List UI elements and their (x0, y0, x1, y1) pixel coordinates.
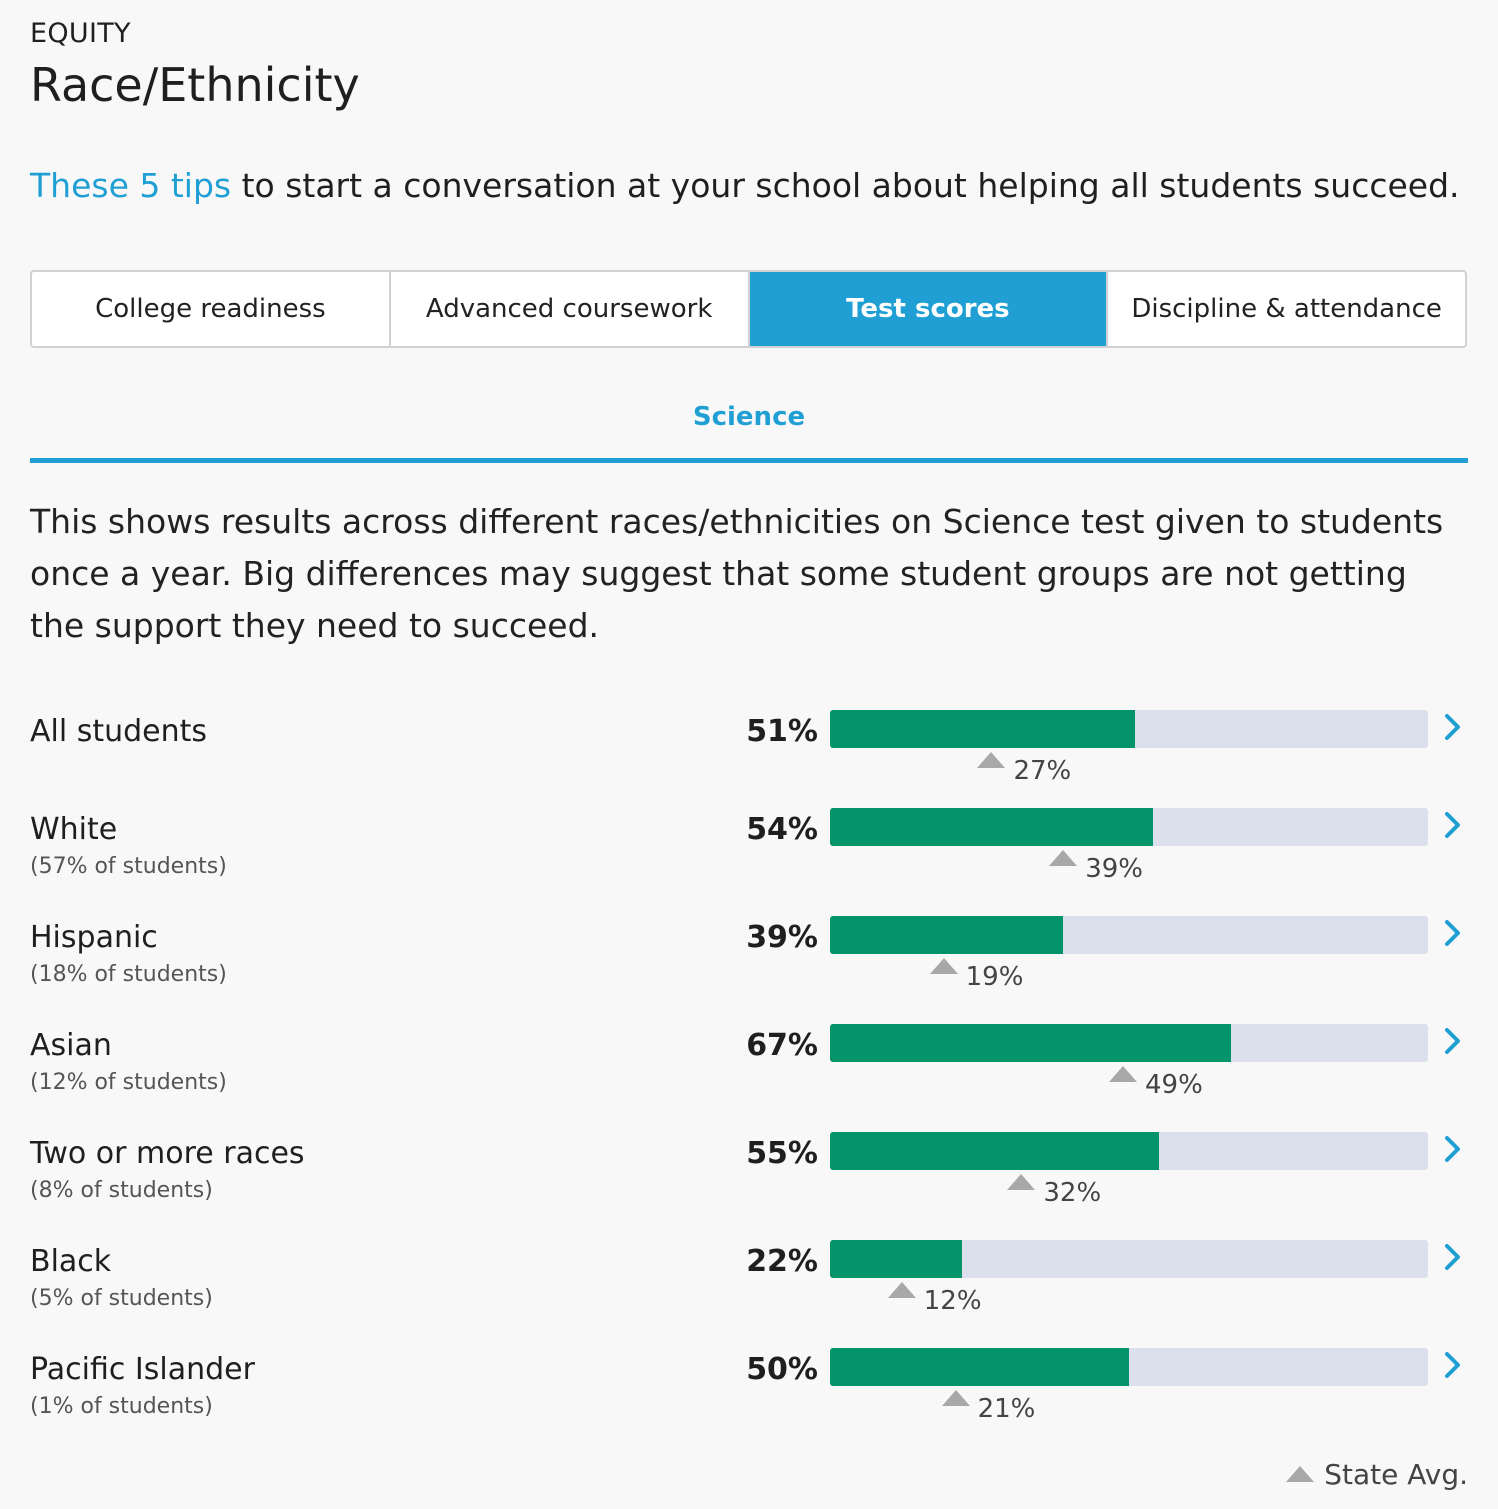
group-score: 67% (746, 1028, 818, 1063)
chevron-right-icon[interactable] (1440, 712, 1466, 742)
group-share: (57% of students) (30, 854, 227, 879)
group-score: 51% (746, 714, 818, 749)
tab-test-scores[interactable]: Test scores (749, 272, 1109, 346)
score-bar-fill (830, 710, 1135, 748)
state-avg-value: 39% (1085, 854, 1144, 884)
triangle-up-icon (977, 752, 1006, 768)
tab-discipline-attendance[interactable]: Discipline & attendance (1131, 294, 1442, 324)
triangle-up-icon (1286, 1466, 1315, 1482)
triangle-up-icon (1007, 1174, 1036, 1190)
score-bar-track (830, 1348, 1428, 1386)
triangle-up-icon (1109, 1066, 1138, 1082)
group-label: White (30, 812, 118, 847)
group-share: (5% of students) (30, 1286, 213, 1311)
score-bar-fill (830, 916, 1064, 954)
score-bar-track (830, 710, 1428, 748)
chevron-right-icon[interactable] (1440, 1134, 1466, 1164)
score-bar-fill (830, 808, 1153, 846)
state-avg-legend: State Avg. (1286, 1458, 1468, 1491)
legend-label: State Avg. (1324, 1458, 1468, 1491)
tips-link[interactable]: These 5 tips (30, 166, 232, 205)
group-score: 39% (746, 920, 818, 955)
score-bar-track (830, 1240, 1428, 1278)
group-label: Two or more races (30, 1136, 305, 1171)
tab-college-readiness[interactable]: College readiness (32, 272, 391, 346)
group-score: 55% (746, 1136, 818, 1171)
chevron-right-icon[interactable] (1440, 810, 1466, 840)
score-bar-fill (830, 1348, 1129, 1386)
state-avg-value: 12% (923, 1286, 982, 1316)
group-share: (8% of students) (30, 1178, 213, 1203)
score-bar-fill (830, 1240, 962, 1278)
group-score: 22% (746, 1244, 818, 1279)
description-text: This shows results across different race… (30, 502, 1444, 645)
triangle-up-icon (929, 958, 958, 974)
group-label: Hispanic (30, 920, 158, 955)
score-bar-fill (830, 1132, 1159, 1170)
group-score: 50% (746, 1352, 818, 1387)
group-label: All students (30, 714, 208, 749)
group-share: (12% of students) (30, 1070, 227, 1095)
chevron-right-icon[interactable] (1440, 1242, 1466, 1272)
score-bar-track (830, 1132, 1428, 1170)
triangle-up-icon (941, 1390, 970, 1406)
chevron-right-icon[interactable] (1440, 918, 1466, 948)
chevron-right-icon[interactable] (1440, 1350, 1466, 1380)
score-bar-track (830, 1024, 1428, 1062)
state-avg-value: 21% (977, 1394, 1036, 1424)
group-share: (1% of students) (30, 1394, 213, 1419)
score-bar-track (830, 916, 1428, 954)
group-score: 54% (746, 812, 818, 847)
group-label: Asian (30, 1028, 112, 1063)
score-bar-track (830, 808, 1428, 846)
tab-bar: College readiness Advanced coursework Te… (30, 270, 1467, 348)
tips-text: These 5 tips to start a conversation at … (30, 166, 1460, 205)
page-title: Race/Ethnicity (30, 58, 360, 112)
triangle-up-icon (1049, 850, 1078, 866)
group-label: Pacific Islander (30, 1352, 255, 1387)
group-share: (18% of students) (30, 962, 227, 987)
state-avg-value: 19% (965, 962, 1024, 992)
tips-rest-text: to start a conversation at your school a… (231, 166, 1460, 205)
tab-advanced-coursework[interactable]: Advanced coursework (391, 272, 750, 346)
state-avg-value: 49% (1145, 1070, 1203, 1100)
state-avg-value: 32% (1043, 1178, 1102, 1208)
group-label: Black (30, 1244, 112, 1279)
section-label: EQUITY (30, 18, 131, 49)
subject-tab-science[interactable]: Science (692, 402, 806, 432)
state-avg-value: 27% (1013, 756, 1072, 786)
score-bar-fill (830, 1024, 1231, 1062)
chevron-right-icon[interactable] (1440, 1026, 1466, 1056)
triangle-up-icon (887, 1282, 916, 1298)
subject-tab-underline (30, 458, 1468, 463)
